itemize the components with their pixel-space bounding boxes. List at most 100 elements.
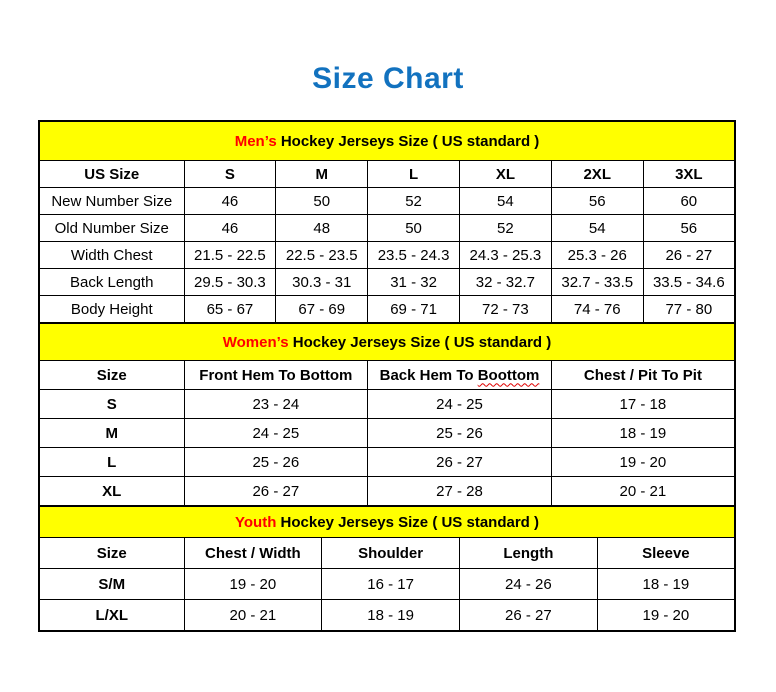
mens-size-value: 67 - 69 (275, 295, 369, 324)
mens-column-header: M (275, 160, 369, 188)
mens-size-value: 72 - 73 (458, 295, 552, 324)
womens-row-label: XL (38, 476, 185, 507)
mens-size-value: 31 - 32 (367, 268, 460, 296)
mens-row-label: Width Chest (38, 241, 185, 269)
womens-column-header: Chest / Pit To Pit (550, 360, 736, 390)
mens-size-value: 32.7 - 33.5 (550, 268, 644, 296)
mens-size-value: 32 - 32.7 (458, 268, 552, 296)
womens-row-label: S (38, 389, 185, 419)
mens-size-value: 21.5 - 22.5 (183, 241, 277, 269)
mens-column-header: 3XL (642, 160, 736, 188)
womens-row-label: L (38, 447, 185, 477)
mens-size-value: 77 - 80 (642, 295, 736, 324)
mens-column-header: S (183, 160, 277, 188)
mens-column-header: L (367, 160, 460, 188)
youth-size-value: 16 - 17 (321, 568, 460, 600)
womens-column-header: Size (38, 360, 185, 390)
mens-size-value: 46 (183, 214, 277, 242)
mens-size-value: 22.5 - 23.5 (275, 241, 369, 269)
mens-size-value: 46 (183, 187, 277, 215)
mens-size-value: 25.3 - 26 (550, 241, 644, 269)
mens-size-value: 56 (642, 214, 736, 242)
mens-size-value: 52 (367, 187, 460, 215)
mens-table-row: New Number Size 46 50 52 54 56 60 (38, 187, 736, 215)
womens-column-header: Back Hem To Boottom (367, 360, 552, 390)
womens-size-value: 20 - 21 (550, 476, 736, 507)
mens-size-value: 54 (550, 214, 644, 242)
mens-size-value: 54 (458, 187, 552, 215)
mens-table-row: Body Height 65 - 67 67 - 69 69 - 71 72 - 73 7… (38, 295, 736, 324)
womens-size-value: 24 - 25 (183, 418, 369, 448)
womens-row-label: M (38, 418, 185, 448)
mens-size-value: 50 (275, 187, 369, 215)
mens-column-header: XL (458, 160, 552, 188)
womens-size-value: 25 - 26 (367, 418, 552, 448)
mens-size-value: 60 (642, 187, 736, 215)
youth-section-header: Youth Hockey Jerseys Size ( US standard … (38, 505, 736, 538)
womens-size-value: 24 - 25 (367, 389, 552, 419)
youth-size-value: 26 - 27 (459, 599, 598, 632)
womens-size-table: Women’s Hockey Jerseys Size ( US standar… (38, 322, 736, 507)
youth-column-header: Size (38, 537, 185, 569)
mens-size-value: 65 - 67 (183, 295, 277, 324)
youth-section-accent: Youth (235, 513, 277, 531)
mens-size-value: 24.3 - 25.3 (458, 241, 552, 269)
womens-size-value: 19 - 20 (550, 447, 736, 477)
mens-size-table: Men’s Hockey Jerseys Size ( US standard … (38, 120, 736, 324)
youth-column-header: Sleeve (596, 537, 736, 569)
mens-size-value: 50 (367, 214, 460, 242)
womens-size-value: 25 - 26 (183, 447, 369, 477)
womens-table-row: S 23 - 24 24 - 25 17 - 18 (38, 389, 736, 419)
mens-row-label: Body Height (38, 295, 185, 324)
mens-row-label: New Number Size (38, 187, 185, 215)
mens-section-accent: Men’s (234, 132, 277, 150)
womens-table-row: M 24 - 25 25 - 26 18 - 19 (38, 418, 736, 448)
womens-size-value: 27 - 28 (367, 476, 552, 507)
youth-size-value: 20 - 21 (183, 599, 323, 632)
mens-size-value: 23.5 - 24.3 (367, 241, 460, 269)
mens-size-value: 33.5 - 34.6 (642, 268, 736, 296)
mens-size-value: 30.3 - 31 (275, 268, 369, 296)
youth-size-value: 18 - 19 (596, 568, 736, 600)
womens-size-value: 23 - 24 (183, 389, 369, 419)
womens-size-value: 26 - 27 (183, 476, 369, 507)
youth-size-table: Youth Hockey Jerseys Size ( US standard … (38, 505, 736, 632)
youth-size-value: 19 - 20 (596, 599, 736, 632)
mens-size-value: 29.5 - 30.3 (183, 268, 277, 296)
mens-size-value: 26 - 27 (642, 241, 736, 269)
mens-row-label: Old Number Size (38, 214, 185, 242)
mens-size-value: 52 (458, 214, 552, 242)
youth-size-value: 18 - 19 (321, 599, 460, 632)
youth-table-row: L/XL 20 - 21 18 - 19 26 - 27 19 - 20 (38, 599, 736, 632)
mens-section-header: Men’s Hockey Jerseys Size ( US standard … (38, 120, 736, 161)
youth-row-label: L/XL (38, 599, 185, 632)
womens-table-row: L 25 - 26 26 - 27 19 - 20 (38, 447, 736, 477)
womens-size-value: 18 - 19 (550, 418, 736, 448)
mens-table-row: Width Chest 21.5 - 22.5 22.5 - 23.5 23.5 - … (38, 241, 736, 269)
womens-size-value: 17 - 18 (550, 389, 736, 419)
womens-section-header: Women’s Hockey Jerseys Size ( US standar… (38, 322, 736, 361)
youth-table-row: S/M 19 - 20 16 - 17 24 - 26 18 - 19 (38, 568, 736, 600)
mens-size-value: 48 (275, 214, 369, 242)
youth-column-header: Length (459, 537, 598, 569)
womens-column-header: Front Hem To Bottom (183, 360, 369, 390)
mens-size-value: 69 - 71 (367, 295, 460, 324)
youth-row-label: S/M (38, 568, 185, 600)
mens-column-header: US Size (38, 160, 185, 188)
youth-column-header: Shoulder (321, 537, 460, 569)
womens-table-row: XL 26 - 27 27 - 28 20 - 21 (38, 476, 736, 507)
youth-column-header: Chest / Width (183, 537, 323, 569)
mens-table-row: Old Number Size 46 48 50 52 54 56 (38, 214, 736, 242)
mens-size-value: 56 (550, 187, 644, 215)
youth-size-value: 19 - 20 (183, 568, 323, 600)
youth-size-value: 24 - 26 (459, 568, 598, 600)
page-title: Size Chart (312, 62, 464, 95)
womens-section-accent: Women’s (222, 333, 289, 351)
mens-row-label: Back Length (38, 268, 185, 296)
womens-size-value: 26 - 27 (367, 447, 552, 477)
misspelled-word: Boottom (477, 366, 540, 384)
mens-column-header: 2XL (550, 160, 644, 188)
size-tables: Men’s Hockey Jerseys Size ( US standard … (38, 120, 736, 632)
mens-table-row: Back Length 29.5 - 30.3 30.3 - 31 31 - 32 32… (38, 268, 736, 296)
